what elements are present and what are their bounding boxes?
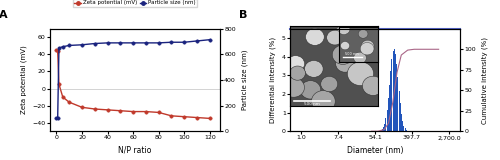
Bar: [388, 98, 389, 131]
Y-axis label: Zeta potential (mV): Zeta potential (mV): [20, 46, 27, 114]
Bar: [402, 121, 404, 131]
Legend: Zeta potential (mV), Particle size (nm): Zeta potential (mV), Particle size (nm): [72, 0, 198, 7]
Bar: [404, 128, 406, 131]
Bar: [394, 49, 395, 131]
Y-axis label: Differential intensity (%): Differential intensity (%): [270, 37, 276, 123]
Bar: [406, 130, 407, 131]
Bar: [398, 91, 400, 131]
Bar: [384, 124, 385, 131]
Bar: [380, 130, 382, 131]
Bar: [401, 114, 402, 131]
Bar: [392, 51, 394, 131]
X-axis label: Diameter (nm): Diameter (nm): [347, 146, 403, 155]
Bar: [386, 110, 388, 131]
Bar: [383, 127, 384, 131]
Bar: [396, 64, 398, 131]
Y-axis label: Cumulative intensity (%): Cumulative intensity (%): [482, 36, 488, 124]
Bar: [390, 71, 391, 131]
Bar: [389, 85, 390, 131]
X-axis label: N/P ratio: N/P ratio: [118, 146, 152, 155]
Y-axis label: Particle size (nm): Particle size (nm): [242, 50, 248, 110]
Bar: [400, 103, 401, 131]
Bar: [382, 129, 383, 131]
Bar: [395, 54, 396, 131]
Text: B: B: [239, 10, 248, 20]
Text: A: A: [0, 10, 8, 20]
